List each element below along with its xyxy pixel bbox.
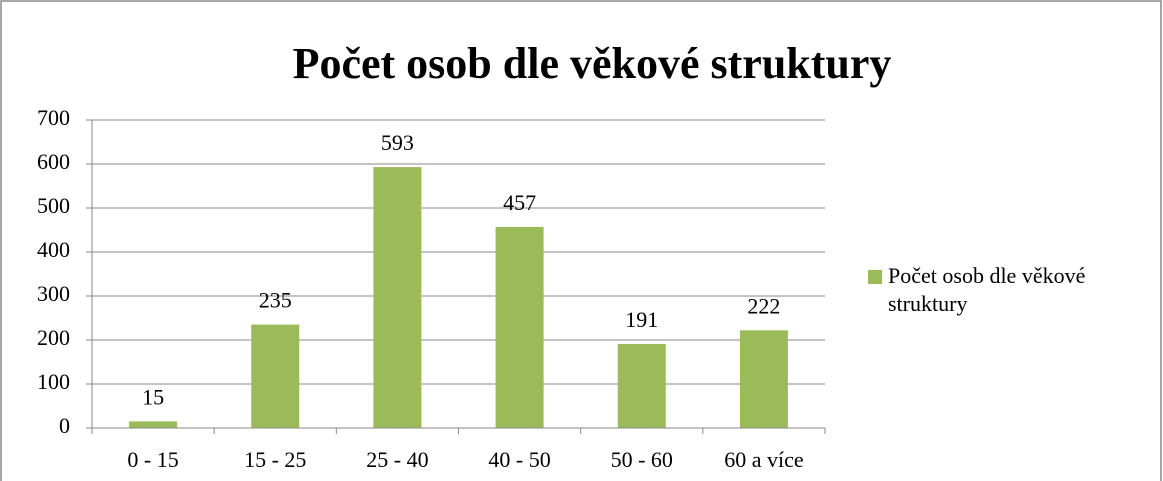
y-tick-label: 500	[37, 193, 70, 218]
bar	[617, 343, 666, 428]
y-tick-label: 400	[37, 237, 70, 262]
chart-title: Počet osob dle věkové struktury	[293, 39, 892, 88]
legend: Počet osob dle věkové struktury	[868, 262, 1158, 318]
bar	[129, 421, 178, 428]
y-tick-label: 0	[59, 413, 70, 438]
x-tick-label: 15 - 25	[244, 447, 306, 472]
data-label: 191	[625, 307, 658, 332]
legend-swatch	[868, 270, 882, 284]
y-tick-label: 300	[37, 281, 70, 306]
y-tick-label: 200	[37, 325, 70, 350]
data-label: 15	[142, 384, 164, 409]
x-tick-label: 0 - 15	[127, 447, 178, 472]
bar	[373, 167, 422, 428]
y-tick-label: 600	[37, 149, 70, 174]
x-tick-label: 25 - 40	[366, 447, 428, 472]
x-tick-label: 40 - 50	[488, 447, 550, 472]
bar	[251, 324, 300, 428]
bar	[495, 226, 544, 428]
x-tick-label: 60 a více	[724, 447, 803, 472]
data-label: 457	[503, 190, 536, 215]
y-tick-label: 700	[37, 105, 70, 130]
data-label: 593	[381, 130, 414, 155]
y-tick-label: 100	[37, 369, 70, 394]
data-label: 222	[747, 293, 780, 318]
x-tick-label: 50 - 60	[611, 447, 673, 472]
bar	[739, 330, 788, 428]
legend-label: Počet osob dle věkové struktury	[888, 263, 1086, 316]
data-label: 235	[259, 288, 292, 313]
